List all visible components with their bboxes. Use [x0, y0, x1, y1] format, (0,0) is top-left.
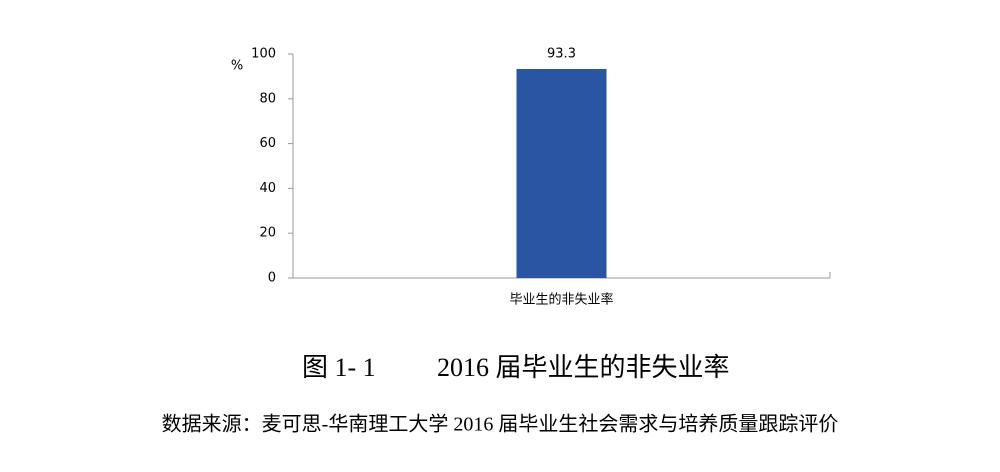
- value-label: 93.3: [547, 47, 576, 62]
- y-tick-label: 20: [259, 226, 276, 241]
- y-axis-label: %: [231, 59, 243, 74]
- figure-label: 图 1- 1: [302, 353, 376, 382]
- x-tick-label: 毕业生的非失业率: [509, 292, 613, 308]
- y-tick-label: 80: [259, 91, 276, 106]
- y-tick-label: 100: [251, 47, 276, 62]
- y-tick-label: 60: [259, 136, 276, 151]
- bar: [516, 69, 607, 279]
- y-tick-label: 0: [268, 271, 276, 286]
- y-tick-label: 40: [259, 181, 276, 196]
- source-note: 数据来源：麦可思-华南理工大学 2016 届毕业生社会需求与培养质量跟踪评价: [162, 413, 839, 436]
- figure-title: 2016 届毕业生的非失业率: [437, 353, 730, 382]
